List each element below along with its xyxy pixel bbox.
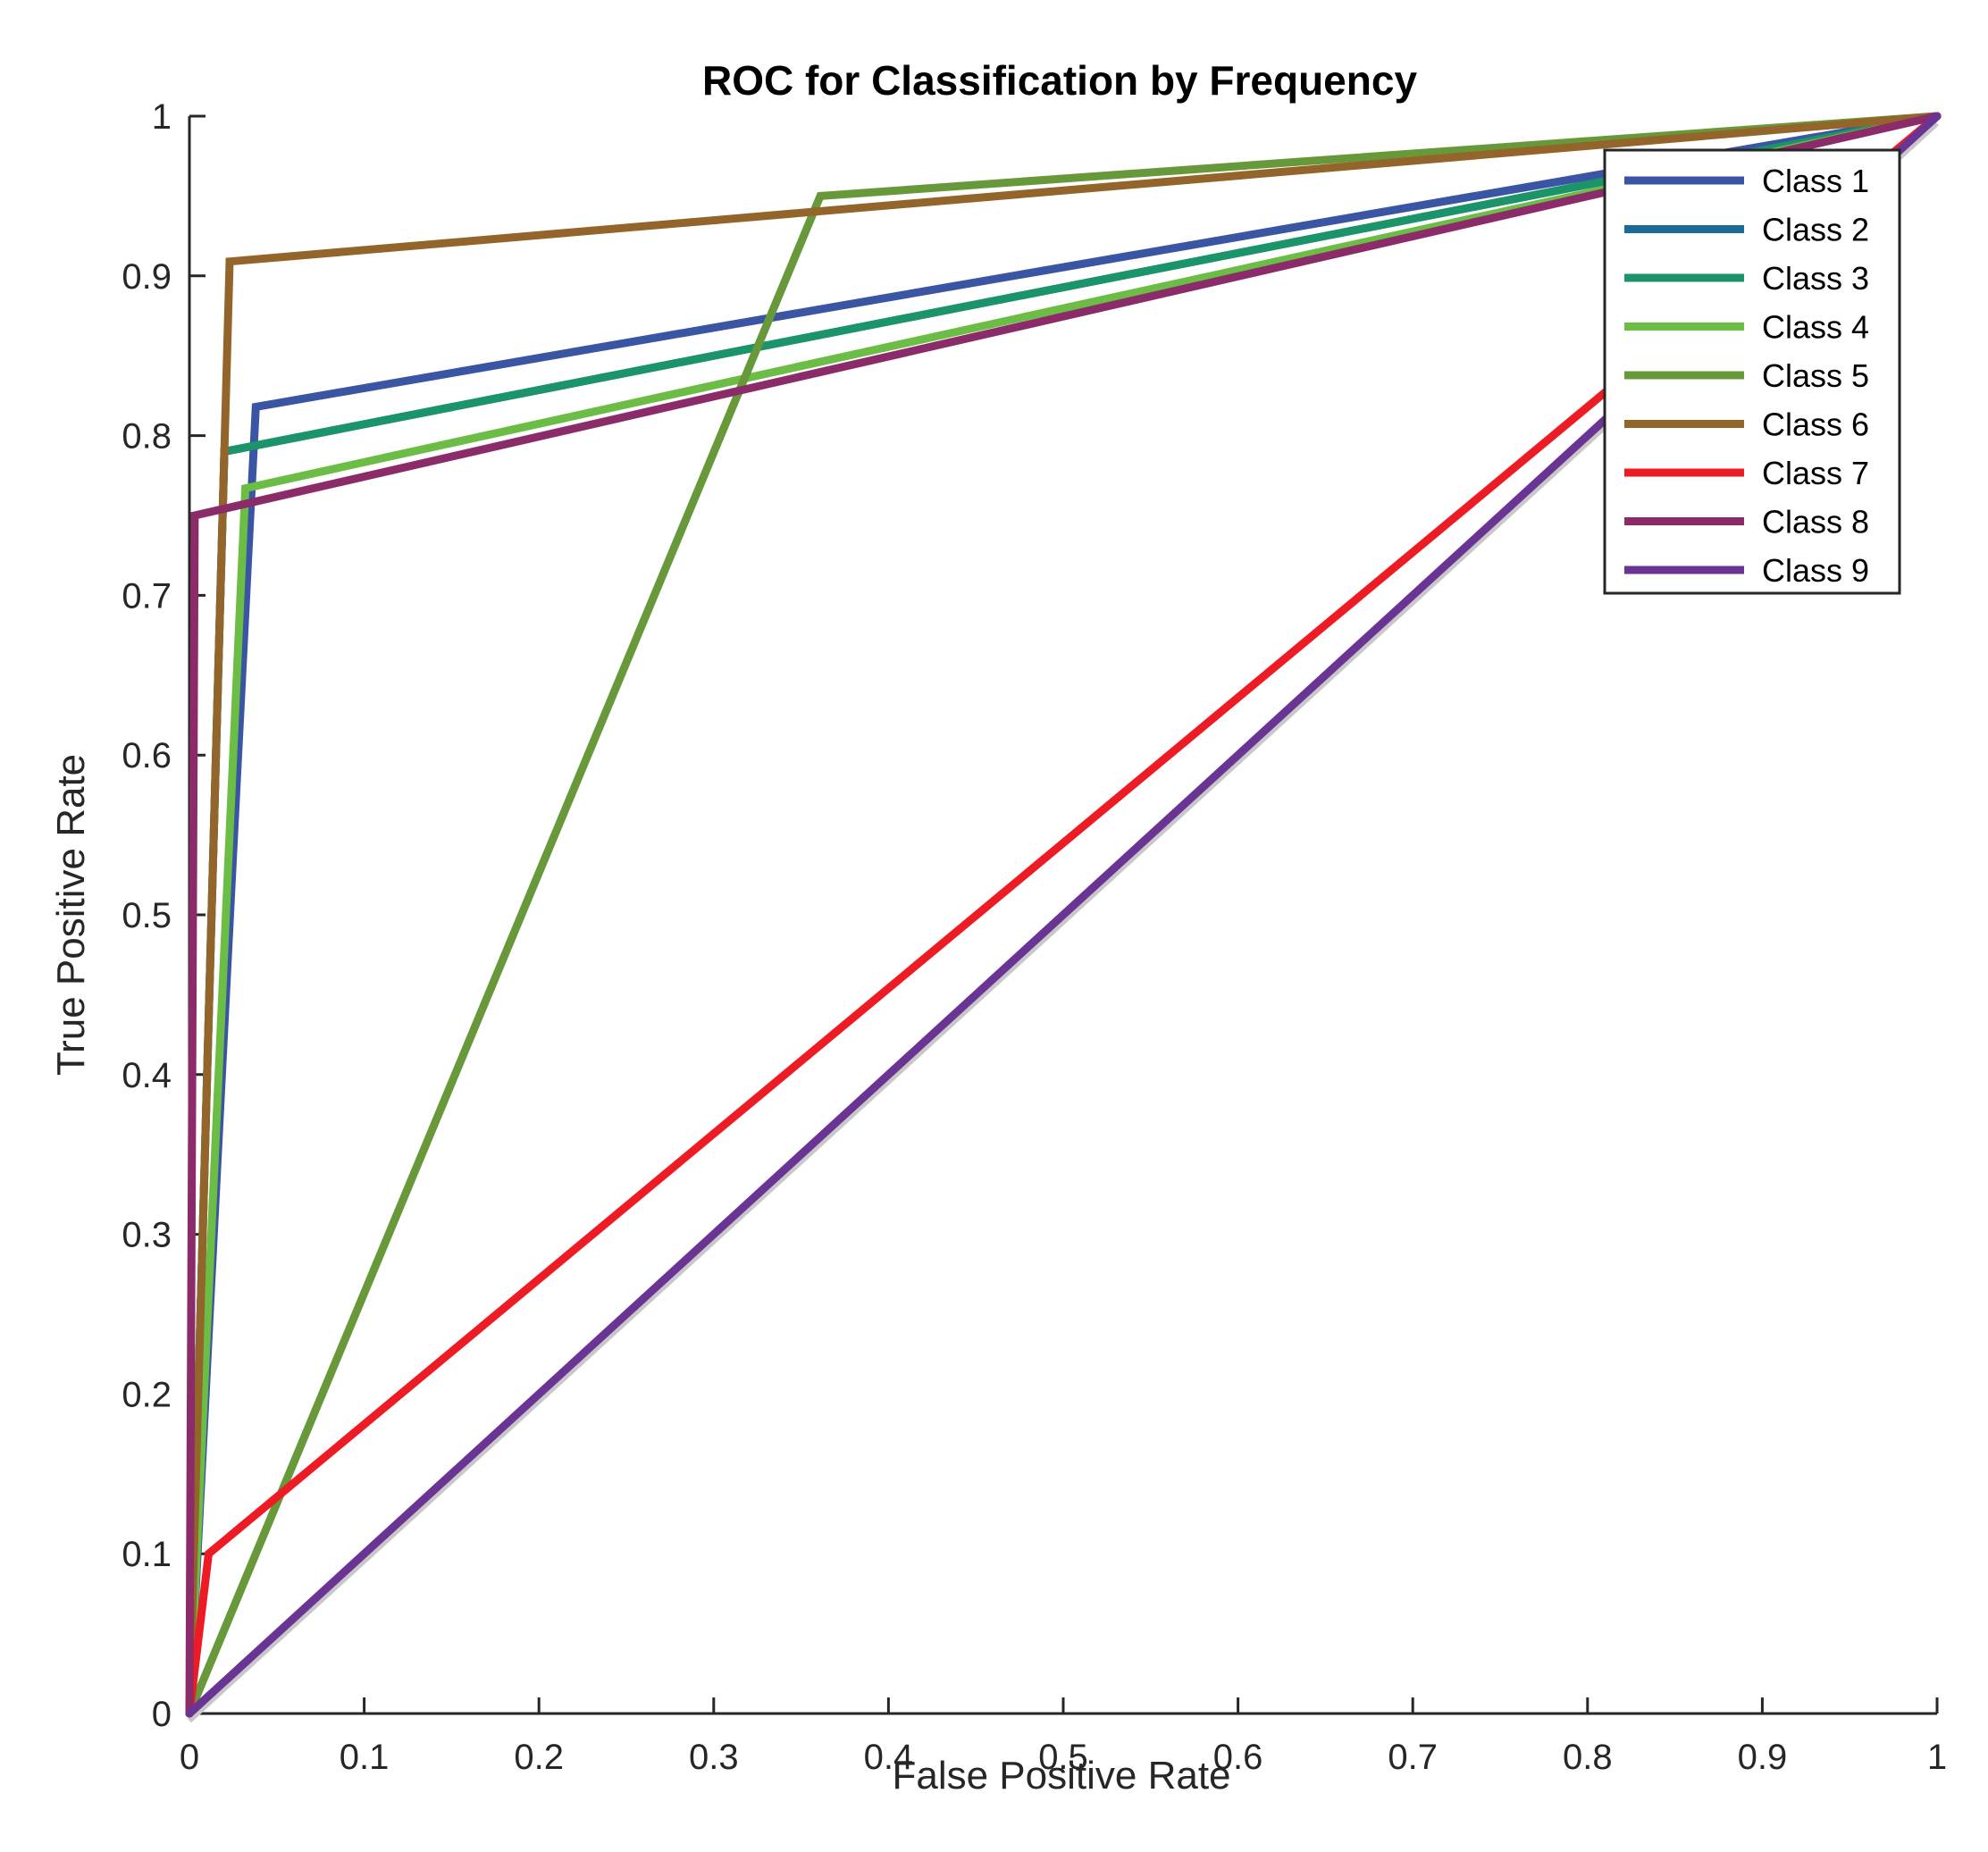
series-lines (185, 112, 1942, 1718)
x-tick-label: 1 (1927, 1738, 1947, 1777)
y-tick-label: 0.5 (122, 896, 172, 935)
x-tick-label: 0 (180, 1738, 199, 1777)
x-tick-label: 0.8 (1563, 1738, 1613, 1777)
y-tick-label: 0.1 (122, 1535, 172, 1574)
legend-label-class-9: Class 9 (1762, 552, 1869, 589)
y-axis-ticks: 0 0.1 0.2 0.3 0.4 0.5 0.6 0.7 0.8 0.9 1 (122, 97, 206, 1734)
x-tick-label: 0.4 (864, 1738, 914, 1777)
y-tick-label: 1 (152, 97, 172, 137)
legend-label-class-4: Class 4 (1762, 309, 1869, 346)
legend-label-class-5: Class 5 (1762, 357, 1869, 394)
legend-label-class-2: Class 2 (1762, 212, 1869, 248)
series-line-class-4 (185, 112, 1942, 1718)
legend: Class 1 Class 2 Class 3 Class 4 Class 5 Class… (1603, 148, 1901, 595)
x-tick-label: 0.5 (1038, 1738, 1088, 1777)
chart-title: ROC for Classification by Frequency (702, 57, 1417, 104)
legend-label-class-7: Class 7 (1762, 455, 1869, 491)
series-line-class-8 (185, 112, 1942, 1718)
x-axis-label: False Positive Rate (892, 1754, 1230, 1798)
x-tick-label: 0.1 (340, 1738, 390, 1777)
series-line-class-5 (185, 112, 1942, 1718)
y-tick-label: 0.6 (122, 736, 172, 775)
legend-label-class-1: Class 1 (1762, 163, 1869, 199)
x-tick-label: 0.9 (1738, 1738, 1788, 1777)
x-axis-ticks: 0 0.1 0.2 0.3 0.4 0.5 0.6 0.7 0.8 0.9 1 (180, 1697, 1947, 1777)
x-tick-label: 0.3 (689, 1738, 739, 1777)
y-axis-label: True Positive Rate (49, 754, 93, 1076)
legend-label-class-6: Class 6 (1762, 406, 1869, 443)
y-tick-label: 0.4 (122, 1056, 172, 1095)
x-tick-label: 0.2 (514, 1738, 564, 1777)
series-line-class-6 (185, 112, 1942, 1718)
legend-label-class-8: Class 8 (1762, 504, 1869, 541)
legend-label-class-3: Class 3 (1762, 260, 1869, 297)
y-tick-label: 0.8 (122, 417, 172, 457)
y-tick-label: 0.9 (122, 257, 172, 297)
series-line-class-7 (185, 112, 1942, 1718)
y-tick-label: 0.3 (122, 1216, 172, 1255)
y-tick-label: 0.7 (122, 576, 172, 616)
x-tick-label: 0.7 (1388, 1738, 1438, 1777)
y-tick-label: 0 (152, 1695, 172, 1734)
series-line-class-9 (185, 112, 1942, 1718)
x-tick-label: 0.6 (1213, 1738, 1263, 1777)
y-tick-label: 0.2 (122, 1375, 172, 1414)
